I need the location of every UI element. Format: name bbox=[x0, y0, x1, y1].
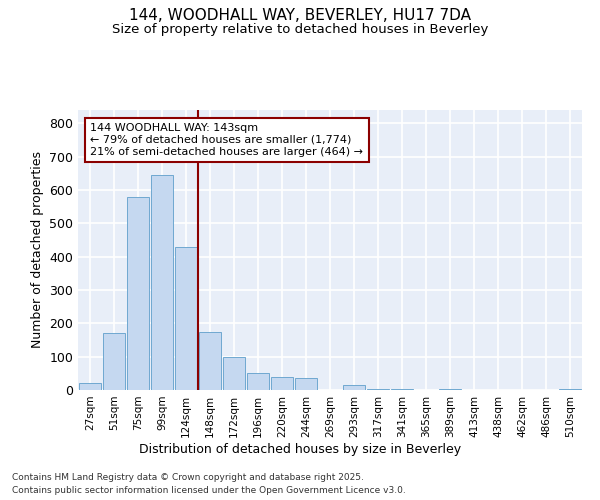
Bar bbox=[223, 356, 245, 390]
Text: 144, WOODHALL WAY, BEVERLEY, HU17 7DA: 144, WOODHALL WAY, BEVERLEY, HU17 7DA bbox=[129, 8, 471, 22]
Text: Contains HM Land Registry data © Crown copyright and database right 2025.: Contains HM Land Registry data © Crown c… bbox=[12, 472, 364, 482]
Bar bbox=[175, 246, 197, 390]
Bar bbox=[295, 378, 317, 390]
Text: Distribution of detached houses by size in Beverley: Distribution of detached houses by size … bbox=[139, 442, 461, 456]
Bar bbox=[151, 175, 173, 390]
Bar bbox=[343, 385, 365, 390]
Bar bbox=[271, 376, 293, 390]
Text: Contains public sector information licensed under the Open Government Licence v3: Contains public sector information licen… bbox=[12, 486, 406, 495]
Bar bbox=[79, 384, 101, 390]
Bar bbox=[199, 332, 221, 390]
Bar bbox=[127, 196, 149, 390]
Bar bbox=[391, 389, 413, 390]
Y-axis label: Number of detached properties: Number of detached properties bbox=[31, 152, 44, 348]
Text: Size of property relative to detached houses in Beverley: Size of property relative to detached ho… bbox=[112, 22, 488, 36]
Bar bbox=[367, 389, 389, 390]
Bar bbox=[103, 334, 125, 390]
Text: 144 WOODHALL WAY: 143sqm
← 79% of detached houses are smaller (1,774)
21% of sem: 144 WOODHALL WAY: 143sqm ← 79% of detach… bbox=[91, 124, 364, 156]
Bar bbox=[559, 389, 581, 390]
Bar bbox=[439, 389, 461, 390]
Bar bbox=[247, 374, 269, 390]
